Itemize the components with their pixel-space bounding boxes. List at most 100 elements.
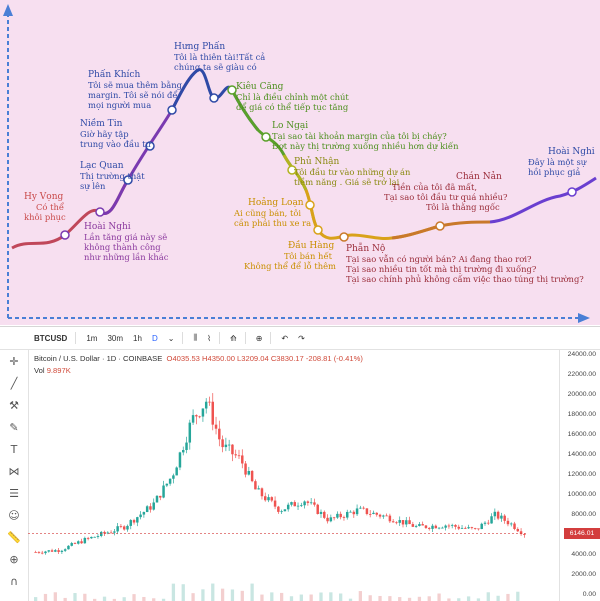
candle-body [480,523,483,530]
curve-recovery-segment [489,176,597,224]
candle-body [77,541,80,544]
magnet-icon[interactable]: ∩ [9,575,19,588]
candle-body [106,532,110,534]
candle-body [454,524,457,527]
candle-body [185,442,188,451]
stage-line: Thị trường thật [80,171,145,181]
volume-bar [240,590,244,601]
crosshair-icon[interactable]: ✛ [9,355,19,368]
candle-body [503,515,506,521]
interval-30m[interactable]: 30m [107,333,124,343]
candle-body [119,526,123,528]
stage-line: hồi phục giả [528,167,581,177]
ohlc-values: O4035.53 H4350.00 L3209.04 C3830.17 -208… [166,354,363,363]
candle-body [172,475,175,479]
interval-1m[interactable]: 1m [86,333,98,343]
symbol-search[interactable]: BTCUSD [34,333,68,343]
volume-bar [319,592,323,601]
price-tick: 2000.00 [571,571,596,578]
candle-body [405,520,408,525]
candle-body [477,528,480,530]
add-icon[interactable]: ⊕ [255,333,263,343]
stage-line: tiềm năng . Giá sẽ trở lại [294,177,400,187]
prediction-icon[interactable]: ☰ [9,487,19,500]
candle-body [375,512,378,515]
volume-bar [358,591,362,601]
candle-body [372,512,375,514]
stage-line: Tôi là thiên tài!Tất cả [174,52,266,62]
candle-body [391,521,395,523]
brush-icon[interactable]: ✎ [9,421,19,434]
ruler-icon[interactable]: 📏 [7,531,21,544]
volume-bar [53,592,57,601]
candle-body [332,517,336,519]
candle-body [204,401,208,409]
indicators-icon[interactable]: ⟰ [230,333,237,343]
candle-body [208,401,211,403]
volume-bar [407,597,412,601]
fib-icon[interactable]: ⚒ [9,399,19,412]
volume-bar [43,593,48,601]
toolbar-divider [182,332,184,344]
undo-icon[interactable]: ↶ [281,333,289,343]
stage-title: Hy Vọng [24,192,64,202]
stage-disbelief: Hoài Nghi Lần tăng giá này sẽ không thàn… [84,222,168,262]
candle-body [109,532,113,534]
text-icon[interactable]: T [10,443,18,456]
candle-body [424,525,428,528]
candle-body [283,509,287,512]
compare-icon[interactable]: ⌇ [207,333,212,343]
volume-bar [250,583,254,601]
candle-body [316,504,319,515]
redo-icon[interactable]: ↷ [298,333,305,343]
candle-body [378,514,382,517]
candle-style-icon[interactable]: ⫼ [193,333,198,342]
candle-body [63,549,67,551]
volume-bar [211,583,215,601]
candle-body [434,525,438,529]
candle-body [70,543,73,546]
volume-bar [142,596,146,601]
volume-bar [102,596,107,601]
interval-dropdown-icon[interactable]: ⌄ [167,333,175,343]
candle-body [444,525,447,528]
volume-bar [280,592,284,601]
candle-body [50,550,54,552]
stage-denial: Phủ Nhận Tôi đầu tư vào những dự án tiềm… [294,157,410,187]
price-tick: 20000.00 [567,391,596,398]
stage-belief: Niềm Tin Giờ hãy tập trung vào đầu tư [80,119,151,149]
trend-line-icon[interactable]: ╱ [10,377,18,390]
candle-body [519,531,523,535]
candle-body [67,545,70,550]
candle-body [467,527,470,529]
price-tick: 18000.00 [567,411,596,418]
pattern-icon[interactable]: ⋈ [8,465,20,478]
node-euphoria [209,93,219,103]
y-axis-arrowhead [3,4,13,16]
interval-1h[interactable]: 1h [133,333,142,343]
volume-bar [171,583,176,601]
candle-body [227,444,231,446]
price-tick: 10000.00 [567,491,596,498]
candle-body [155,495,159,503]
zoom-icon[interactable]: ⊕ [9,553,19,566]
stage-panic: Hoảng Loạn Ai cũng bán, tôi cần phải thu… [234,198,311,228]
interval-1d[interactable]: D [151,333,158,343]
candlestick-plot[interactable] [28,349,560,601]
node-disbelief [95,207,105,217]
node-belief [145,141,155,151]
candle-body [214,424,218,429]
candle-body [162,485,165,498]
candle-body [388,515,392,522]
price-tick: 12000.00 [567,471,596,478]
price-tick: 8000.00 [571,511,596,518]
stage-title: Lạc Quan [80,161,124,171]
stage-line: Giờ hãy tập [80,129,129,139]
stage-line: Có thể [36,202,65,212]
price-scale[interactable]: 24000.00 22000.00 20000.00 18000.00 16000.00… [559,349,600,601]
volume-bar [83,593,87,601]
candle-body [136,517,139,523]
emoji-icon[interactable]: ☺ [8,509,20,522]
candle-body [132,520,136,523]
volume-label: Vol [34,366,45,375]
